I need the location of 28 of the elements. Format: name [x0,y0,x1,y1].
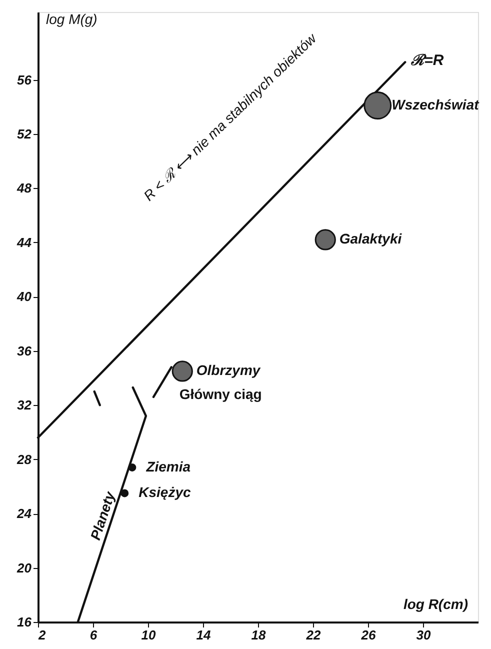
y-tick-label: 24 [16,506,32,522]
y-tick-label: 16 [17,614,32,630]
y-tick-label: 48 [16,180,32,196]
y-tick-label: 56 [17,72,32,88]
x-axis-title: log R(cm) [403,596,468,612]
y-tick-label: 36 [17,343,32,358]
annotation: Księżyc [138,484,191,500]
y-tick-label: 40 [16,289,32,304]
y-tick-label: 44 [16,234,32,250]
annotation: Galaktyki [339,230,403,247]
x-tick-label: 30 [416,628,432,642]
x-tick-label: 2 [38,628,46,642]
y-tick-label: 28 [16,452,32,467]
x-tick-label: 6 [90,628,98,642]
y-axis-title: log M(g) [46,11,98,27]
series-label: ℛ=R [411,52,444,70]
y-tick-label: 20 [16,560,32,576]
annotation: Wszechświat [392,96,480,113]
annotation: Ziemia [145,458,191,474]
x-tick-label: 22 [305,628,322,642]
x-tick-label: 10 [141,628,156,642]
y-tick-label: 52 [17,126,32,142]
y-tick-label: 32 [17,398,32,413]
x-tick-label: 26 [360,628,376,642]
x-tick-label: 18 [251,628,266,642]
x-tick-label: 14 [196,628,212,642]
series-label: Główny ciąg [179,386,262,402]
annotation: Olbrzymy [196,362,262,378]
